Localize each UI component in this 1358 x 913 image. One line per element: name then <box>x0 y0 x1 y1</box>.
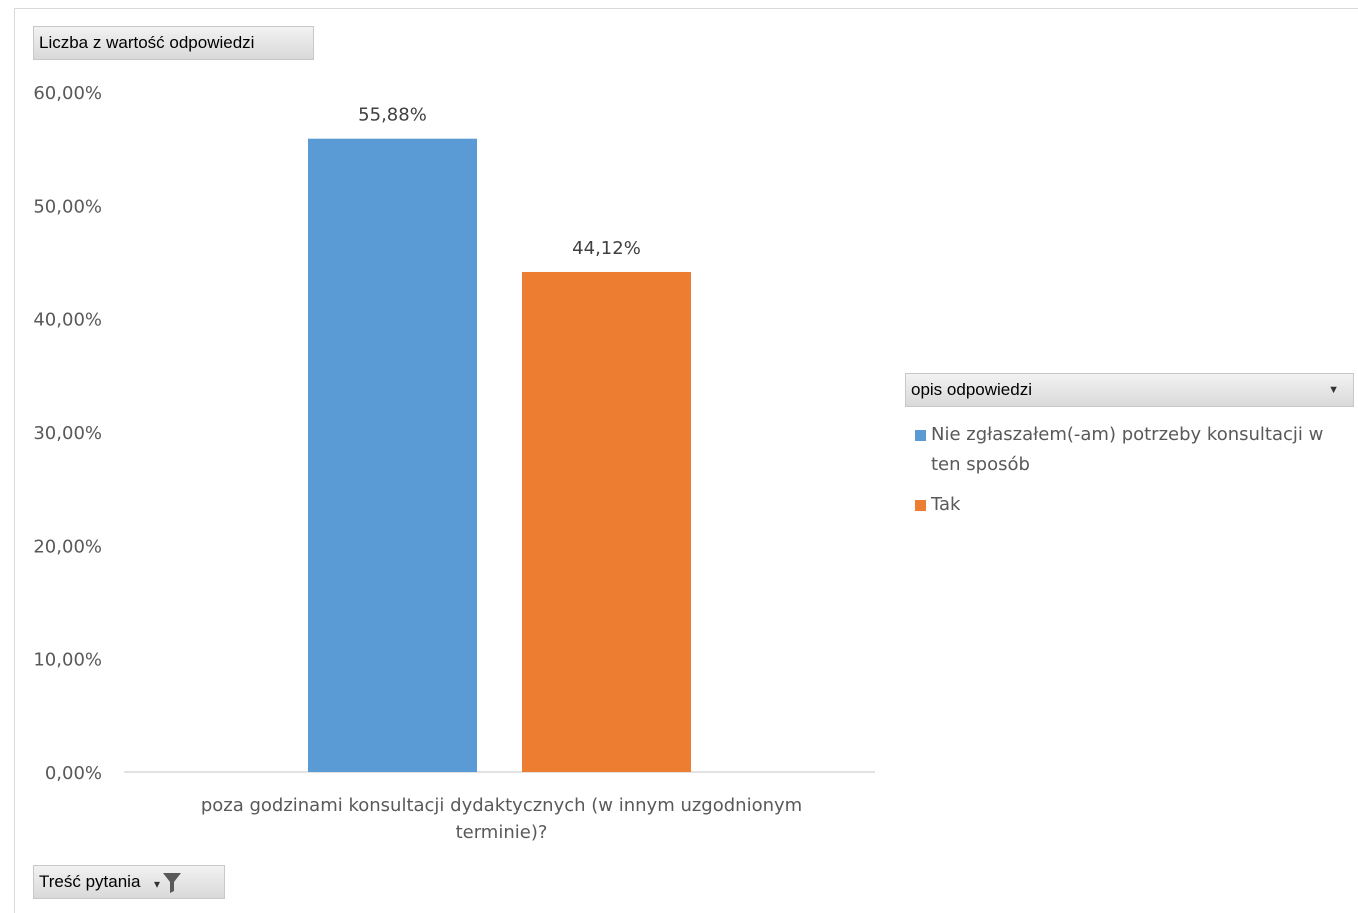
y-tick-label: 60,00% <box>33 83 102 104</box>
data-label: 44,12% <box>572 238 641 259</box>
chart-frame <box>14 8 1358 913</box>
legend-field-label: opis odpowiedzi <box>911 380 1032 399</box>
legend-swatch <box>915 430 926 441</box>
legend-item[interactable]: Tak <box>915 490 1355 520</box>
bar <box>522 271 691 772</box>
data-label: 55,88% <box>358 105 427 126</box>
y-tick-label: 10,00% <box>33 650 102 671</box>
y-tick-label: 30,00% <box>33 423 102 444</box>
legend-field-button[interactable]: opis odpowiedzi ▼ <box>905 373 1354 407</box>
y-tick-label: 50,00% <box>33 196 102 217</box>
legend-label: Nie zgłaszałem(-am) potrzeby konsultacji… <box>931 424 1324 475</box>
y-tick-label: 40,00% <box>33 310 102 331</box>
bar-chart: 0,00% 10,00% 20,00% 30,00% 40,00% 50,00% 60,00… <box>33 83 875 843</box>
chevron-down-icon[interactable]: ▼ <box>1328 384 1339 396</box>
filter-icon[interactable]: ▾ <box>154 870 182 894</box>
x-category-label: poza godzinami konsultacji dydaktycznych… <box>201 795 802 816</box>
legend-swatch <box>915 500 926 511</box>
bar <box>308 138 477 772</box>
chart-legend: Nie zgłaszałem(-am) potrzeby konsultacji… <box>915 420 1355 530</box>
legend-item[interactable]: Nie zgłaszałem(-am) potrzeby konsultacji… <box>915 420 1355 480</box>
axis-field-button[interactable]: Treść pytania ▾ <box>33 865 225 899</box>
value-field-label: Liczba z wartość odpowiedzi <box>39 33 255 52</box>
y-tick-label: 0,00% <box>45 763 102 784</box>
svg-text:▾: ▾ <box>154 877 160 891</box>
x-category-label: terminie)? <box>456 822 548 843</box>
value-field-button[interactable]: Liczba z wartość odpowiedzi <box>33 26 314 60</box>
y-tick-label: 20,00% <box>33 536 102 557</box>
axis-field-label: Treść pytania <box>39 872 141 891</box>
legend-label: Tak <box>931 494 961 515</box>
